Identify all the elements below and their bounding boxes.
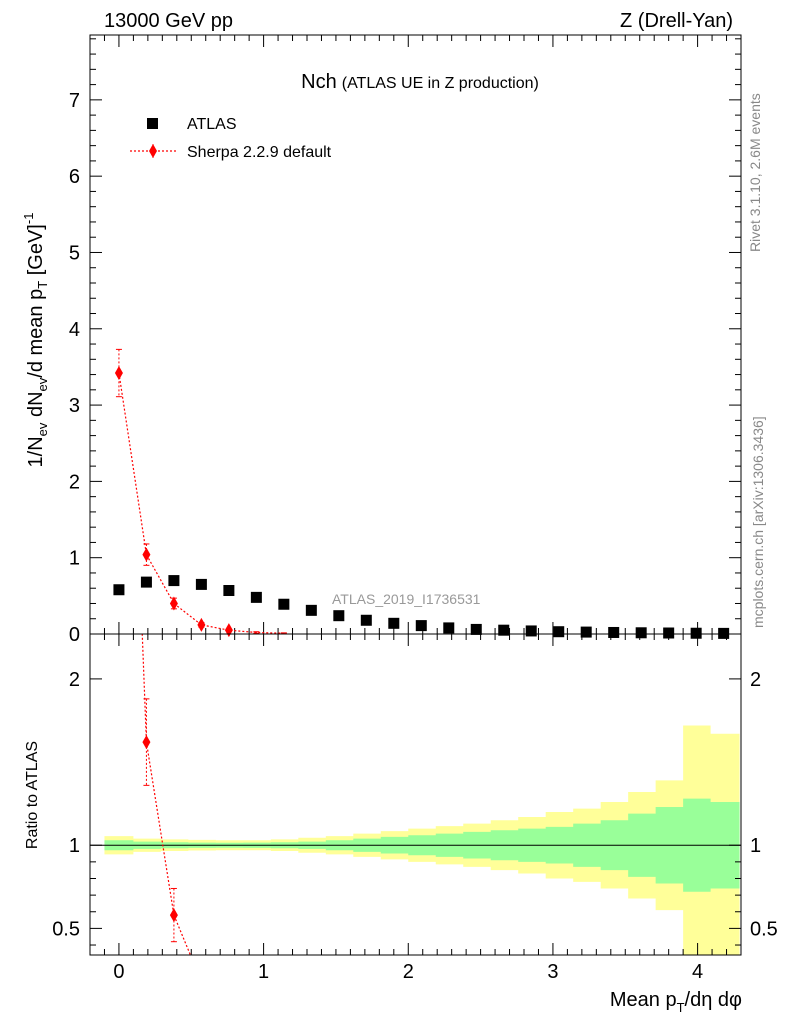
header-right: Z (Drell-Yan) (620, 10, 733, 32)
atlas-point (113, 584, 125, 596)
sherpa-series (114, 348, 287, 638)
y-tick-label: 1 (69, 548, 80, 570)
atlas-point (278, 598, 290, 610)
y-axis-label: 1/Nev dNev/d mean pT [GeV]-1 (21, 213, 50, 468)
main-axis-ticks (89, 35, 742, 635)
header-left: 13000 GeV pp (104, 10, 233, 32)
legend-sherpa-label: Sherpa 2.2.9 default (187, 144, 332, 161)
atlas-point (250, 591, 262, 603)
sherpa-ratio-point (142, 735, 151, 750)
x-tick-labels: 0 1 2 3 4 (113, 961, 703, 983)
atlas-point (663, 627, 675, 639)
main-y-tick-labels: 0 1 2 3 4 5 6 7 (69, 90, 80, 646)
ratio-y-tick-label-right: 1 (750, 835, 761, 857)
main-panel: 0 1 2 3 4 5 6 7 (69, 34, 742, 646)
ratio-panel-frame (89, 633, 742, 956)
ratio-y-axis-label: Ratio to ATLAS (24, 741, 41, 849)
sherpa-point (197, 617, 206, 632)
analysis-watermark: ATLAS_2019_I1736531 (332, 591, 481, 607)
atlas-point (140, 576, 152, 588)
y-tick-label: 4 (69, 319, 80, 341)
legend-atlas-marker (147, 118, 158, 129)
sherpa-point (142, 547, 151, 562)
title-main: Nch (301, 71, 337, 93)
y-tick-label: 5 (69, 242, 80, 264)
ratio-y-tick-label-right: 0.5 (750, 918, 778, 940)
atlas-point (553, 626, 565, 638)
ratio-y-tick-label: 2 (69, 669, 80, 691)
mcplots-label: mcplots.cern.ch [arXiv:1306.3436] (750, 416, 766, 628)
atlas-point (333, 610, 345, 622)
uncertainty-bands (104, 725, 740, 955)
sherpa-point (114, 366, 123, 381)
atlas-point (525, 625, 537, 637)
ratio-y-tick-label: 0.5 (52, 918, 80, 940)
atlas-point (360, 614, 372, 626)
atlas-point (608, 626, 620, 638)
atlas-point (498, 624, 510, 636)
y-tick-label: 0 (69, 624, 80, 646)
sherpa-point (169, 596, 178, 611)
y-tick-label: 6 (69, 166, 80, 188)
atlas-point (195, 578, 207, 590)
atlas-point (443, 622, 455, 634)
atlas-point (305, 604, 317, 616)
sherpa-ratio-line (141, 634, 192, 955)
x-axis-label: Mean pT/dη dφ (610, 989, 742, 1015)
atlas-point (168, 575, 180, 587)
atlas-point (470, 623, 482, 635)
atlas-point (223, 585, 235, 597)
sherpa-ratio-series (141, 634, 192, 955)
y-tick-label: 2 (69, 471, 80, 493)
legend-atlas-label: ATLAS (187, 116, 237, 133)
y-tick-label: 3 (69, 395, 80, 417)
atlas-point (388, 617, 400, 629)
x-tick-label: 0 (113, 961, 124, 983)
atlas-point (635, 627, 647, 639)
x-tick-label: 4 (692, 961, 703, 983)
ratio-y-tick-label-right: 2 (750, 669, 761, 691)
title-sub: (ATLAS UE in Z production) (342, 75, 539, 92)
atlas-point (718, 627, 730, 639)
x-tick-label: 1 (258, 961, 269, 983)
atlas-point (415, 620, 427, 632)
atlas-series (113, 575, 730, 639)
x-tick-label: 2 (403, 961, 414, 983)
sherpa-ratio-group (141, 634, 192, 955)
x-tick-label: 3 (547, 961, 558, 983)
y-tick-label: 7 (69, 90, 80, 112)
legend-sherpa-marker (149, 144, 157, 158)
sherpa-point (224, 623, 233, 638)
atlas-point (580, 626, 592, 638)
ratio-axis-ticks (89, 634, 742, 955)
ratio-y-tick-label: 1 (69, 835, 80, 857)
atlas-point (690, 627, 702, 639)
rivet-label: Rivet 3.1.10, 2.6M events (747, 93, 763, 252)
ratio-panel: 0.5 0.5 1 1 2 2 0 1 2 3 4 (52, 633, 778, 983)
plot-title: Nch (ATLAS UE in Z production) (301, 71, 539, 93)
legend: ATLAS Sherpa 2.2.9 default (130, 116, 332, 161)
sherpa-ratio-point (169, 908, 178, 923)
ratio-y-tick-labels: 0.5 0.5 1 1 2 2 (52, 669, 778, 940)
